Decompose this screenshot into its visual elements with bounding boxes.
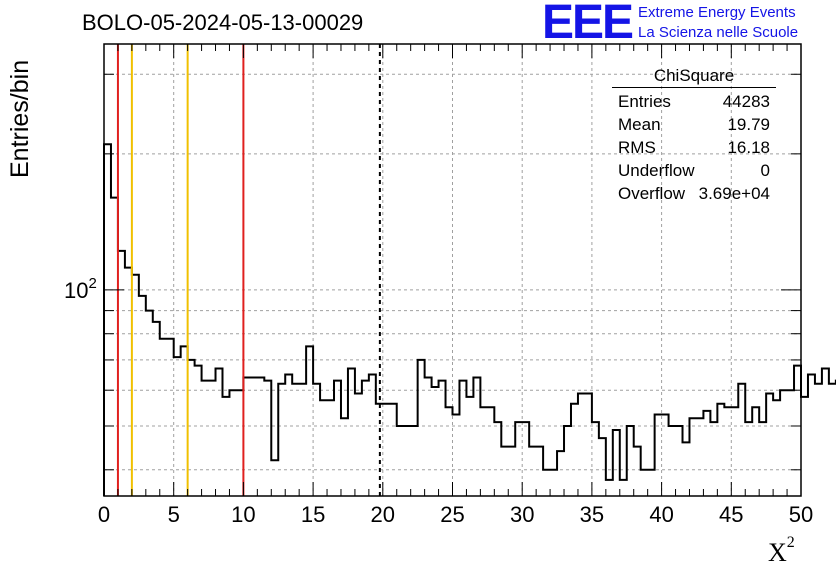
x-tick-label: 20 — [371, 502, 395, 527]
y-axis-label: Entries/bin — [6, 59, 34, 178]
chart-title: BOLO-05-2024-05-13-00029 — [82, 10, 364, 35]
x-tick-label: 0 — [98, 502, 110, 527]
x-tick-label: 10 — [231, 502, 255, 527]
histogram-series — [103, 143, 836, 496]
stats-row: Mean 19.79 — [612, 115, 776, 138]
eee-logo: EEE — [542, 0, 634, 49]
x-axis-label: X2 — [768, 534, 795, 568]
x-tick-label: 30 — [510, 502, 534, 527]
stats-value: 3.69e+04 — [698, 184, 770, 203]
stats-value: 0 — [760, 161, 770, 180]
x-tick-label: 40 — [649, 502, 673, 527]
stats-box: ChiSquare Entries 44283 Mean 19.79 RMS 16.1… — [612, 66, 776, 207]
x-tick-label: 50 — [789, 502, 813, 527]
stats-row: Underflow 0 — [612, 161, 776, 184]
stats-label: RMS — [618, 138, 656, 157]
stats-value: 19.79 — [727, 115, 770, 134]
x-tick-label: 45 — [719, 502, 743, 527]
stats-row: RMS 16.18 — [612, 138, 776, 161]
x-tick-label: 5 — [168, 502, 180, 527]
stats-label: Overflow — [618, 184, 686, 203]
stats-value: 16.18 — [727, 138, 770, 157]
y-tick-label: 102 — [64, 275, 97, 303]
x-tick-label: 25 — [440, 502, 464, 527]
stats-value: 44283 — [722, 92, 770, 111]
x-tick-label: 35 — [580, 502, 604, 527]
stats-row: Overflow 3.69e+04 — [612, 184, 776, 207]
stats-title: ChiSquare — [612, 66, 776, 88]
stats-row: Entries 44283 — [612, 92, 776, 115]
stats-label: Underflow — [618, 161, 695, 180]
stats-label: Mean — [618, 115, 661, 134]
logo-line-1: Extreme Energy Events — [638, 4, 796, 21]
stats-label: Entries — [618, 92, 671, 111]
x-axis-label-exponent: 2 — [786, 534, 795, 552]
x-tick-label: 15 — [301, 502, 325, 527]
logo-line-2: La Scienza nelle Scuole — [638, 24, 799, 41]
x-axis-label-text: X — [768, 538, 787, 567]
